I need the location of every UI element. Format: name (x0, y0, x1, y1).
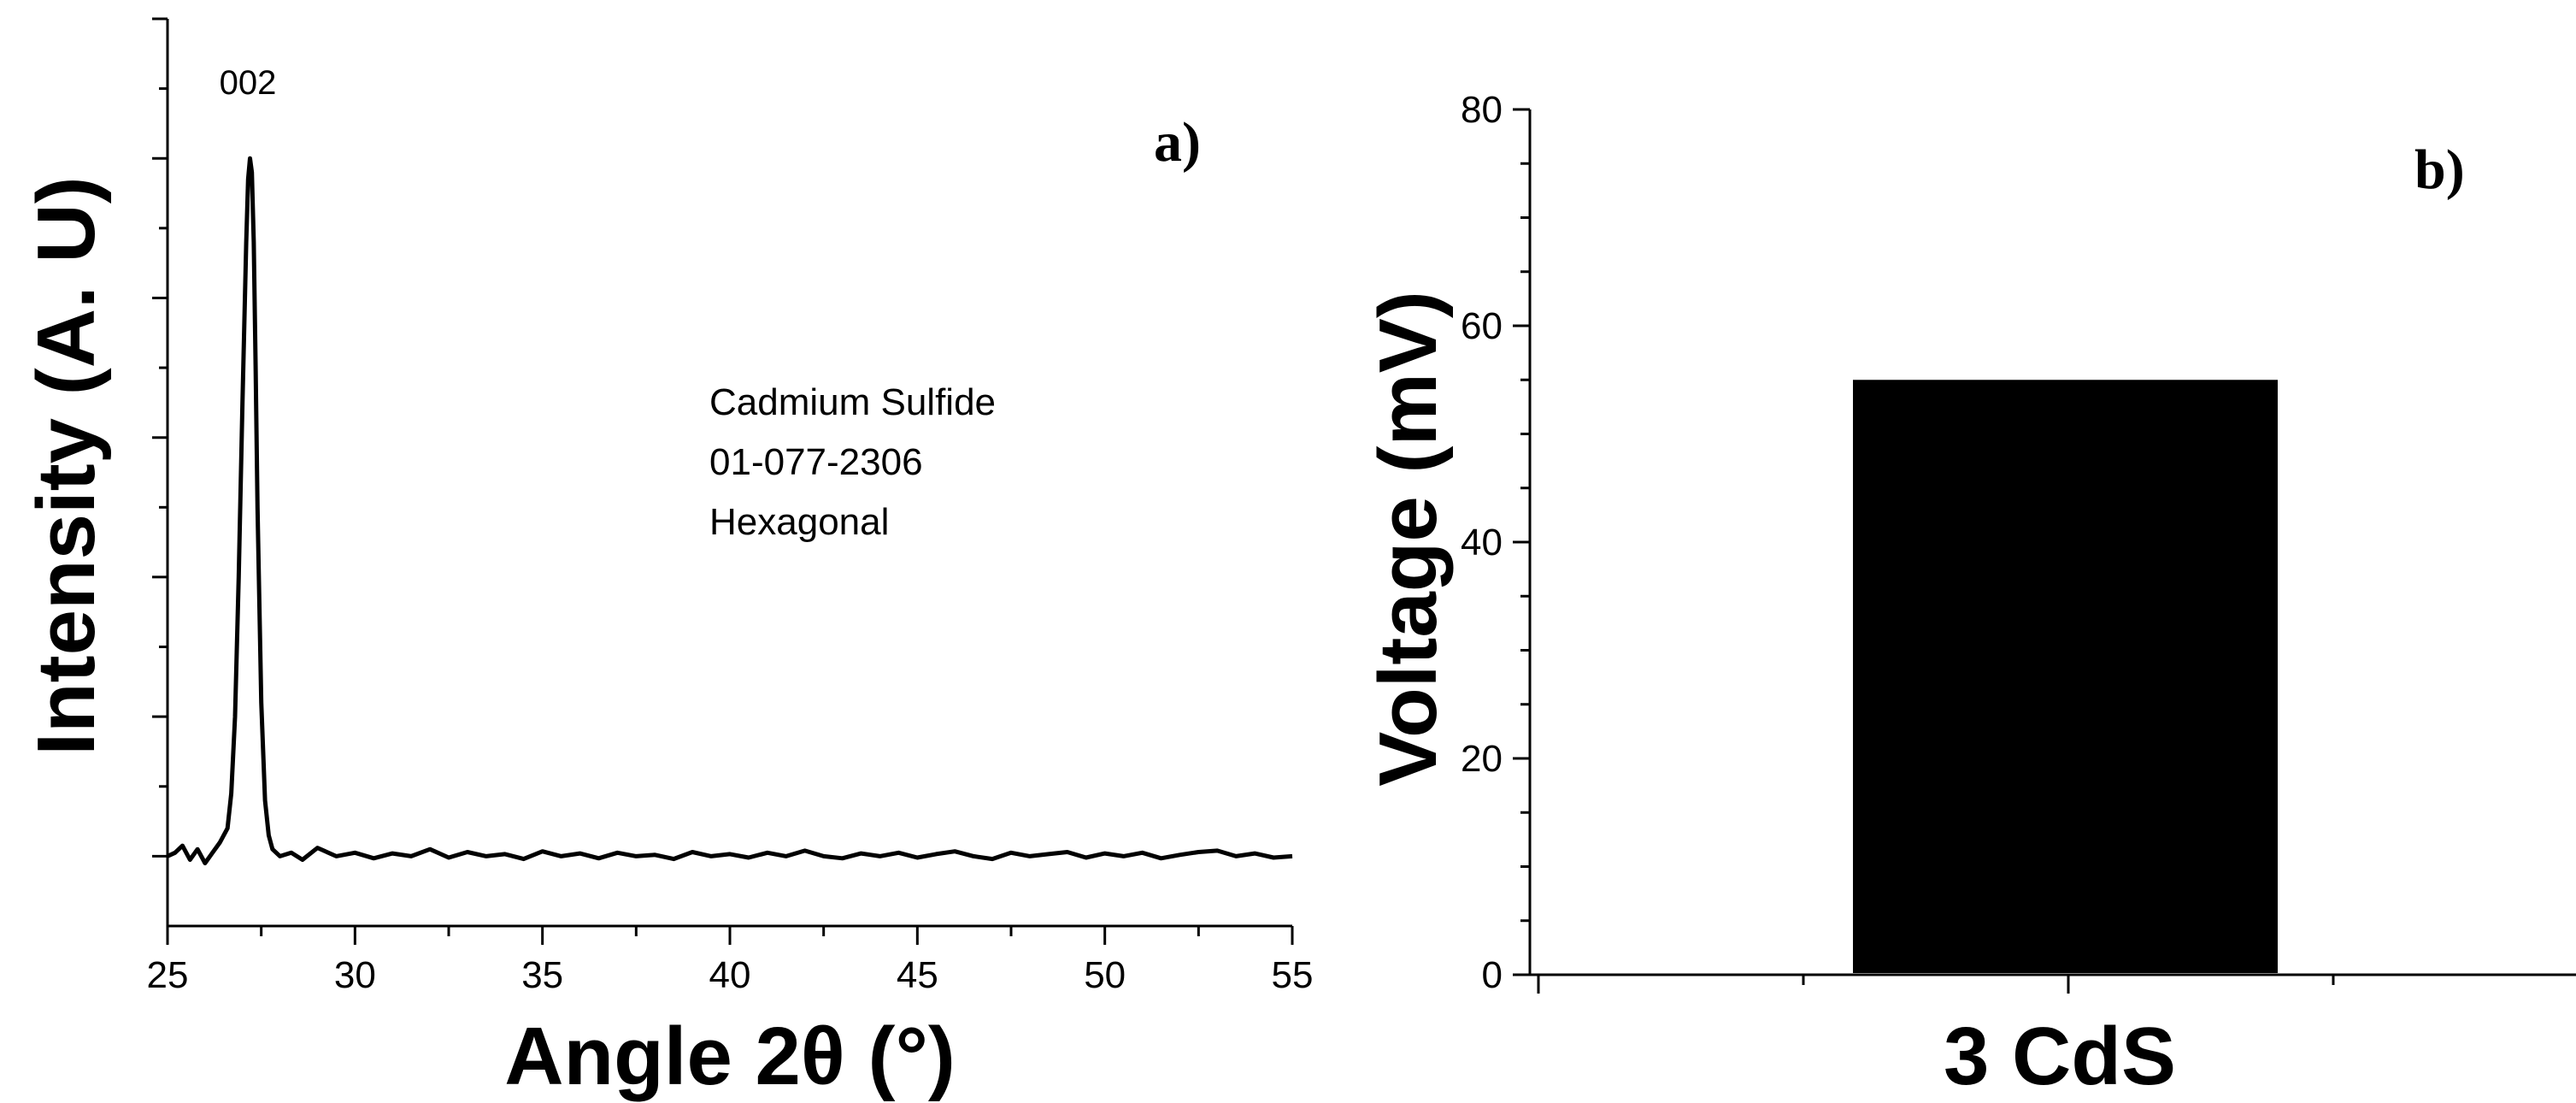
panel-a-x-tick-label: 55 (1272, 954, 1314, 996)
panel-b-y-tick-label: 20 (1461, 738, 1503, 780)
panel-a-label: a) (1154, 111, 1201, 174)
panel-b-y-tick-label: 60 (1461, 305, 1503, 347)
panel-a-x-tick-label: 30 (334, 954, 376, 996)
panel-a-x-axis-title: Angle 2θ (°) (504, 1011, 956, 1102)
panel-b-x-axis-title: 3 CdS (1944, 1011, 2176, 1102)
panel-b-y-tick-label: 40 (1461, 522, 1503, 563)
panel-a-reference-phase: Hexagonal (709, 501, 889, 543)
panel-a-reference-name: Cadmium Sulfide (709, 381, 996, 423)
panel-a-peak-label: 002 (220, 64, 277, 102)
panel-a-y-axis-title: Intensity (A. U) (21, 176, 112, 755)
panel-b-y-tick-label: 0 (1482, 954, 1503, 996)
panel-a-series-line (166, 156, 1293, 865)
panel-b-x-ticks (1537, 975, 2335, 994)
panel-a-reference-code: 01-077-2306 (709, 441, 923, 483)
panel-b-y-tick-label: 80 (1461, 89, 1503, 131)
panel-b-voltage-chart: 0 20 40 60 80 b) 3 CdS Voltage (mV) (1362, 89, 2576, 1102)
panel-a-y-ticks (152, 17, 168, 858)
panel-b-label: b) (2414, 139, 2465, 201)
panel-a-xrd-chart: 25 30 35 40 45 50 55 002 Cadmium Sulfide 01-07… (21, 17, 1314, 1102)
panel-b-y-ticks: 0 20 40 60 80 (1461, 89, 1530, 996)
panel-a-x-tick-label: 35 (521, 954, 563, 996)
panel-a-x-tick-label: 25 (147, 954, 189, 996)
panel-a-x-tick-label: 50 (1084, 954, 1126, 996)
panel-a-x-tick-label: 40 (709, 954, 751, 996)
panel-a-x-tick-label: 45 (897, 954, 938, 996)
panel-b-y-axis-title: Voltage (mV) (1362, 291, 1454, 787)
panel-a-x-ticks: 25 30 35 40 45 50 55 (147, 926, 1314, 996)
panel-b-bar-3-cds (1853, 380, 2278, 973)
